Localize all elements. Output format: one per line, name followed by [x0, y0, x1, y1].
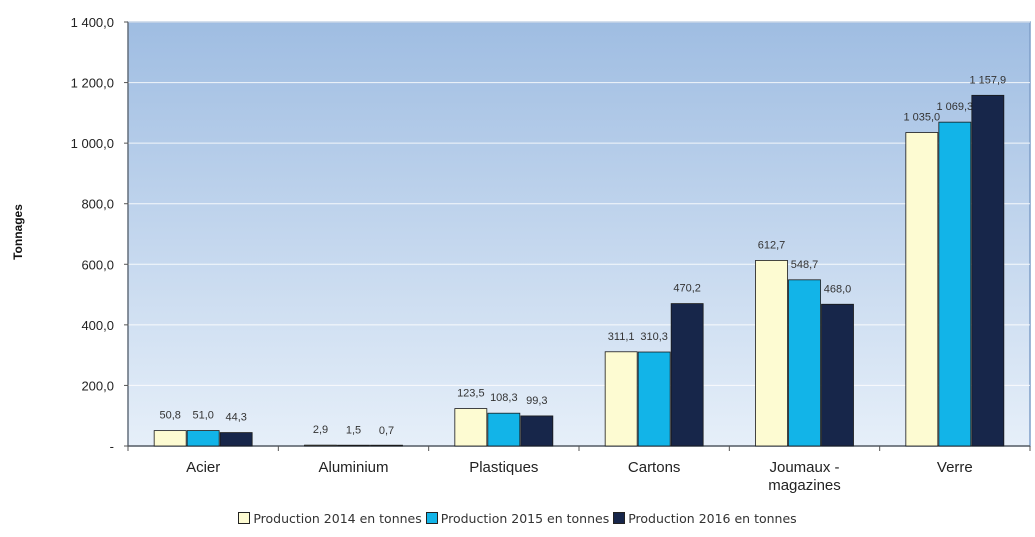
data-label: 311,1	[608, 331, 635, 343]
data-label: 470,2	[673, 283, 701, 295]
bar	[186, 430, 220, 447]
data-label: 123,5	[457, 388, 485, 400]
legend: Production 2014 en tonnes Production 2015…	[0, 511, 1035, 526]
bar	[637, 351, 671, 447]
bar	[454, 408, 488, 447]
bar	[670, 303, 704, 447]
y-tick-label: 400,0	[81, 318, 114, 333]
legend-swatch	[613, 512, 626, 524]
legend-item: Production 2015 en tonnes	[425, 511, 610, 526]
data-label: 44,3	[225, 412, 246, 424]
data-label: 1 157,9	[969, 74, 1006, 86]
bar-chart: - 200,0 400,0 600,0 800,0 1 000,0 1 200,0 1 400…	[11, 15, 1031, 494]
data-label: 2,9	[313, 424, 328, 436]
y-tick-label: 1 000,0	[71, 136, 114, 151]
legend-swatch	[425, 512, 438, 524]
bar	[938, 121, 972, 447]
bar	[788, 279, 821, 447]
bar	[905, 132, 939, 447]
x-tick-label: Cartons	[628, 459, 681, 476]
data-label: 310,3	[640, 331, 668, 343]
legend-label: Production 2014 en tonnes	[253, 511, 422, 526]
bar	[153, 430, 187, 447]
plot-area	[127, 21, 1031, 447]
data-label: 548,7	[791, 259, 819, 271]
bar	[487, 412, 521, 447]
y-tick-label: 800,0	[81, 197, 114, 212]
data-label: 1 035,0	[903, 112, 940, 124]
data-label: 468,0	[824, 283, 852, 295]
y-tick-label: 1 200,0	[71, 76, 114, 91]
y-tick-label: -	[110, 439, 114, 454]
data-label: 108,3	[490, 392, 518, 404]
x-tick-label: Acier	[186, 459, 220, 476]
x-tick-label: Verre	[937, 459, 973, 476]
data-label: 612,7	[758, 239, 786, 251]
bar	[520, 415, 554, 447]
y-tick-label: 1 400,0	[71, 15, 114, 30]
data-label: 51,0	[192, 410, 213, 422]
legend-swatch	[238, 512, 251, 524]
bar	[370, 444, 403, 447]
data-label: 50,8	[159, 410, 180, 422]
legend-item: Production 2016 en tonnes	[613, 511, 797, 526]
bar	[755, 260, 788, 447]
data-label: 0,7	[379, 425, 394, 437]
data-label: 1 069,3	[936, 101, 973, 113]
bar	[971, 94, 1005, 447]
bar	[821, 303, 854, 447]
bar	[219, 432, 253, 447]
y-tick-label: 200,0	[81, 378, 114, 393]
x-tick-label: magazines	[768, 477, 841, 494]
y-axis-label: Tonnages	[11, 204, 25, 260]
x-tick-label: Plastiques	[469, 459, 538, 476]
y-tick-label: 600,0	[81, 257, 114, 272]
data-label: 1,5	[346, 425, 361, 437]
legend-label: Production 2015 en tonnes	[440, 511, 610, 526]
x-tick-label: Aluminium	[318, 459, 388, 476]
legend-item: Production 2014 en tonnes	[238, 511, 422, 526]
bar	[337, 444, 370, 447]
x-tick-label: Joumaux -	[769, 459, 839, 476]
bar	[304, 444, 337, 447]
legend-label: Production 2016 en tonnes	[628, 511, 797, 526]
bar	[604, 351, 638, 447]
data-label: 99,3	[526, 395, 547, 407]
